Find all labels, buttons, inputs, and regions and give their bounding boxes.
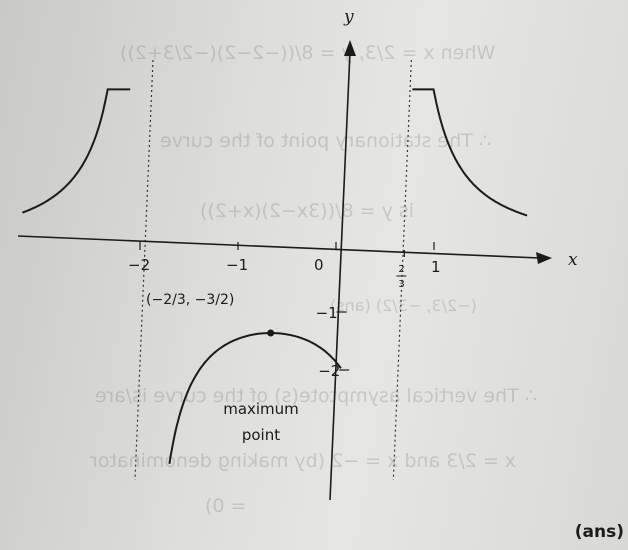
x-tick-label-two-thirds-num: 2 [398, 264, 404, 275]
y-axis-arrow [344, 40, 356, 56]
curve-branch-middle [168, 332, 342, 464]
maximum-point-coordinates: (−2/3, −3/2) [146, 292, 235, 308]
asymptote-layer [134, 59, 412, 481]
maximum-point-label-line2: point [241, 426, 281, 444]
curve-layer [21, 88, 528, 464]
maximum-point-label: maximum point [206, 396, 316, 448]
x-tick-label: −2 [128, 256, 150, 274]
curve-branch-right [412, 88, 528, 217]
answer-mark: (ans) [574, 522, 624, 542]
maximum-point-label-line1: maximum [223, 400, 299, 418]
x-axis-line [17, 235, 541, 259]
y-axis-line [329, 51, 351, 501]
axis-layer: xy [17, 7, 578, 501]
curve-branch-left [21, 88, 131, 214]
x-tick-label: −1 [226, 256, 248, 274]
x-tick-label: 1 [431, 258, 441, 276]
vertical-asymptote-0 [134, 59, 154, 481]
maximum-point-dot [267, 329, 275, 337]
tick-layer: −2 −1 0 2 3 1 −1 −2 [128, 242, 441, 380]
x-tick-label: 0 [314, 256, 324, 274]
y-tick-label: −2 [318, 362, 340, 380]
x-axis-label: x [568, 250, 578, 270]
y-axis-label: y [343, 7, 354, 27]
y-tick-label: −1 [316, 304, 338, 322]
x-tick-label-two-thirds-den: 3 [398, 279, 404, 290]
vertical-asymptote-1 [392, 59, 412, 481]
x-axis-arrow [536, 252, 552, 264]
